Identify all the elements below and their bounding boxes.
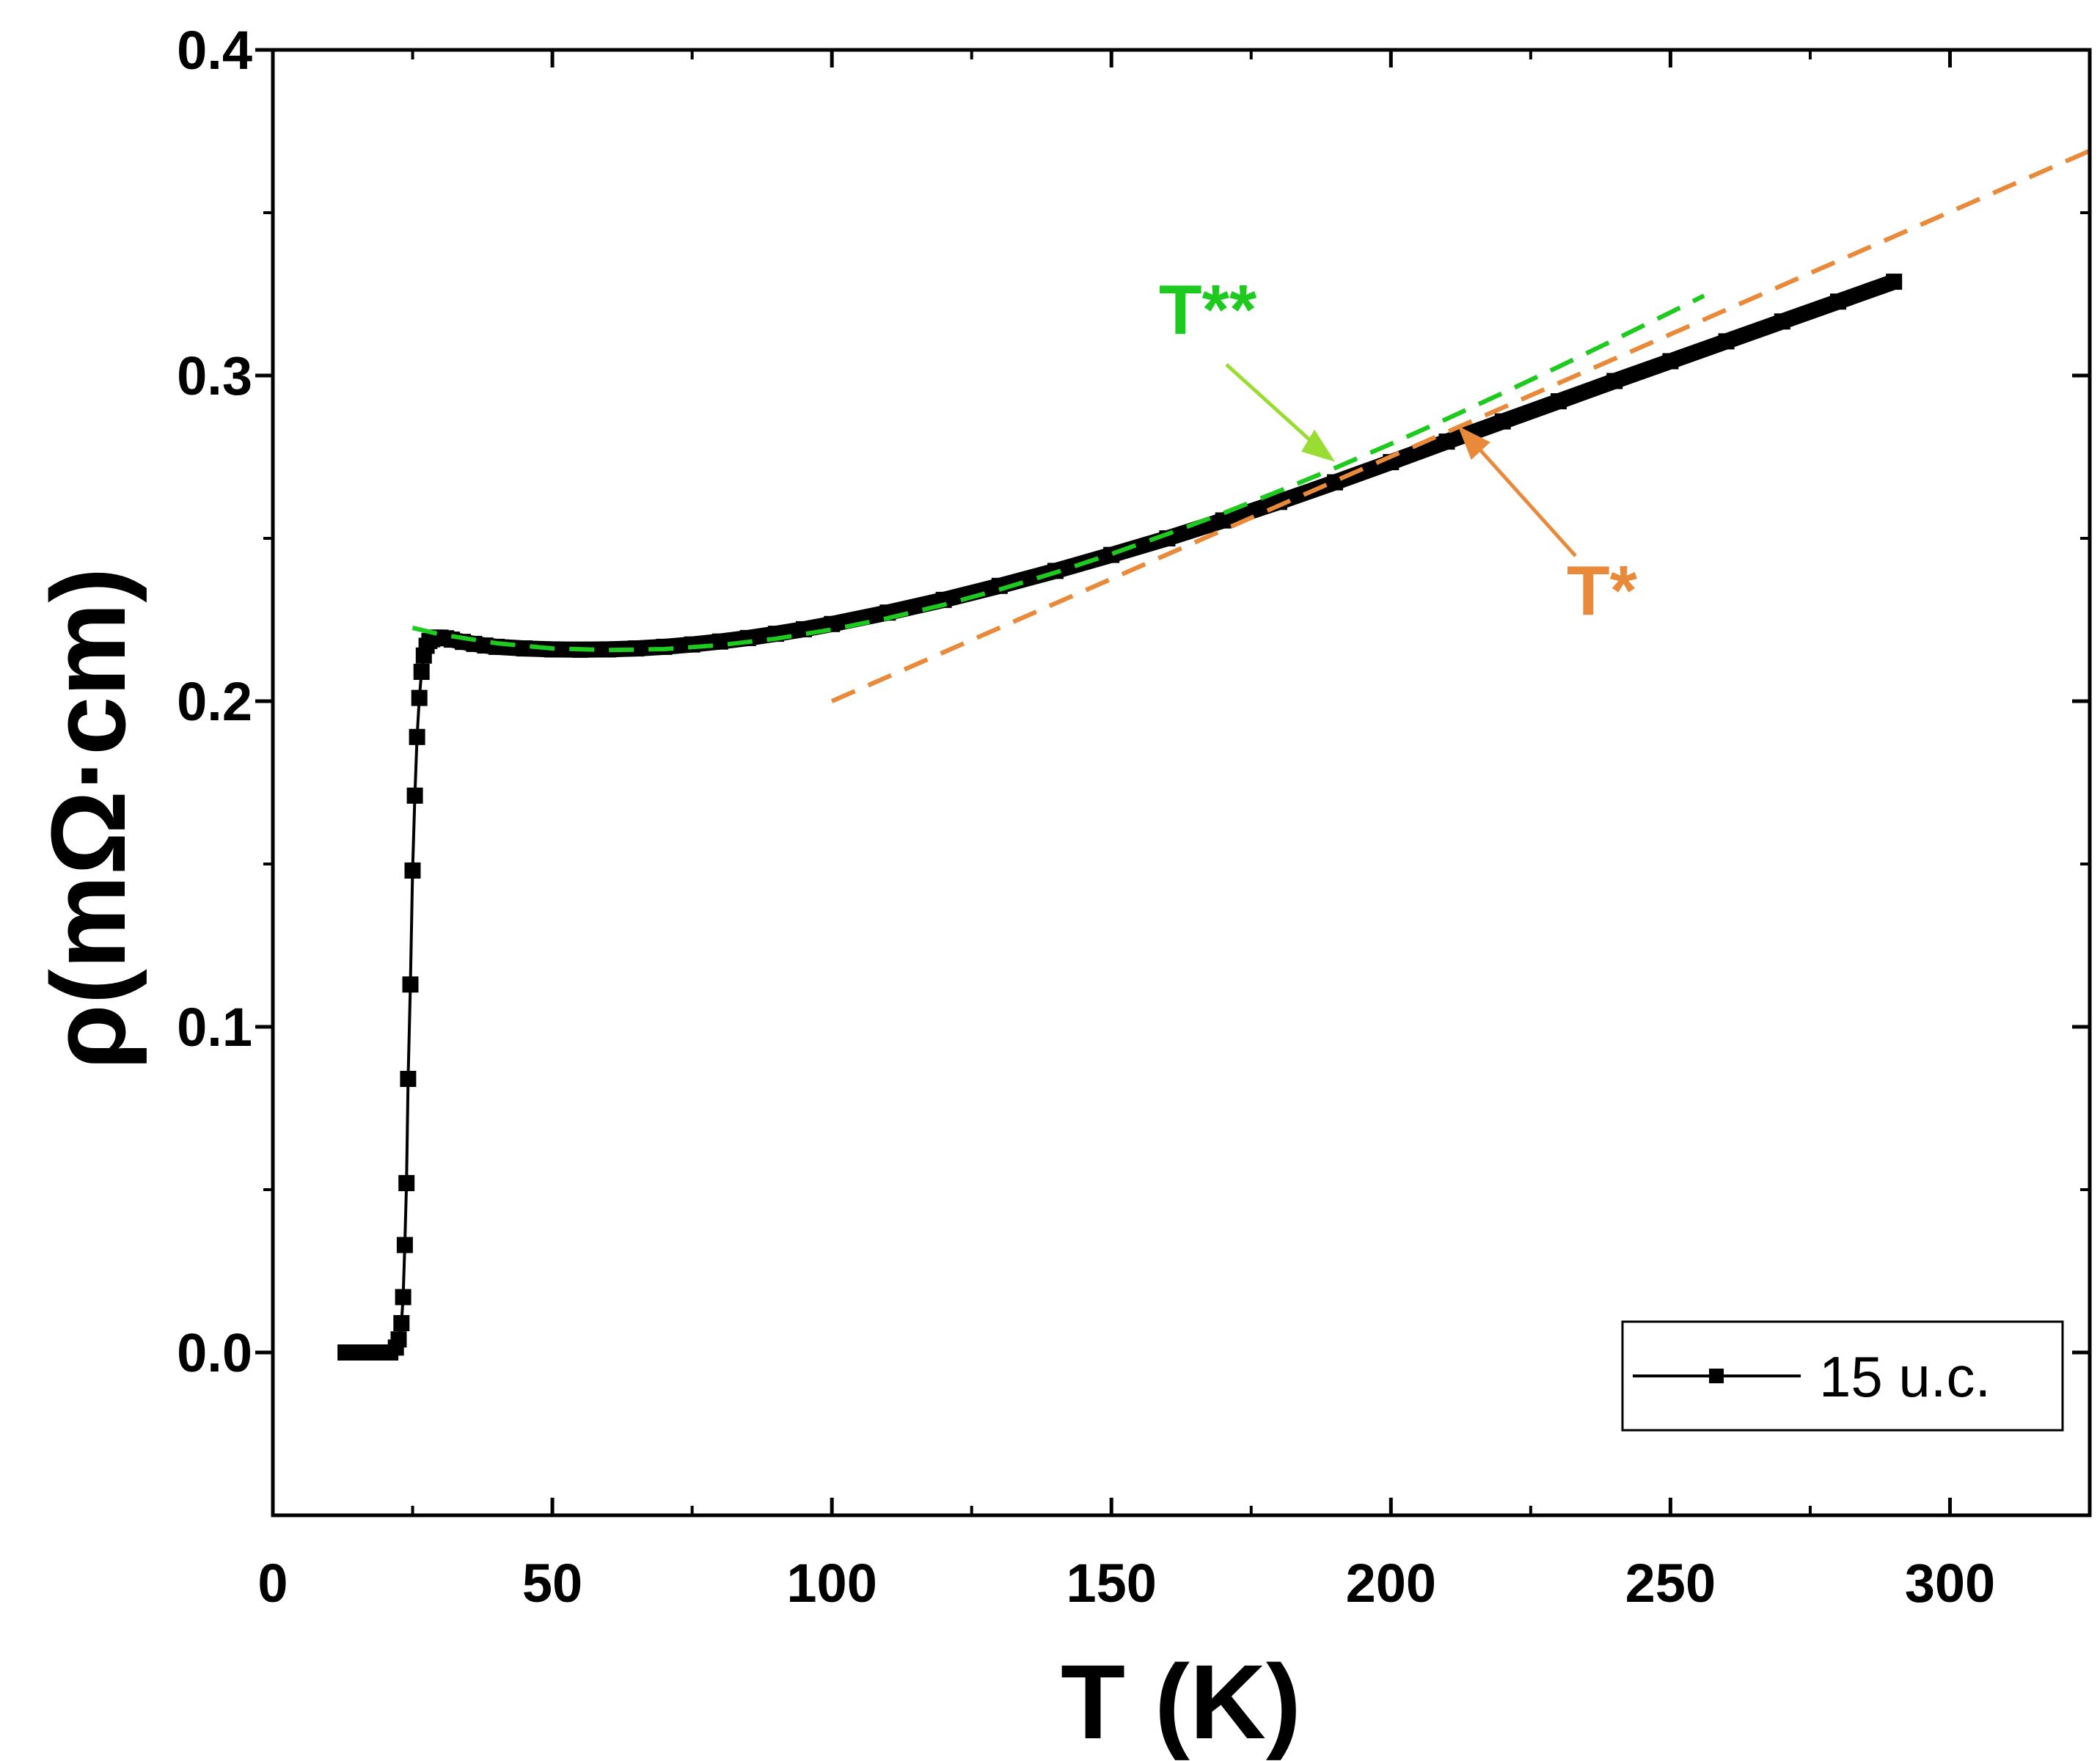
data-point (1494, 413, 1511, 430)
x-tick-label: 200 (1346, 1553, 1436, 1614)
data-point (1830, 293, 1846, 310)
x-tick-label: 250 (1625, 1553, 1716, 1614)
y-axis-title: ρ(mΩ·cm) (29, 568, 147, 1070)
x-tick-label: 0 (257, 1553, 288, 1614)
fit-line-t-star-overlay (830, 148, 2090, 703)
data-point (1215, 512, 1232, 529)
data-point (684, 636, 700, 653)
data-point (1774, 313, 1790, 330)
data-point (516, 640, 533, 657)
annotation-t-star-label: T* (1567, 552, 1638, 630)
data-point (395, 1289, 411, 1306)
data-point (1662, 353, 1679, 370)
y-tick-label: 0.2 (177, 671, 252, 732)
plot-frame (271, 48, 2092, 1517)
legend: 15 u.c. (1621, 1320, 2064, 1432)
data-point (406, 787, 423, 804)
y-tick-label: 0.4 (177, 20, 252, 81)
legend-marker-sample (1709, 1369, 1724, 1383)
x-tick-label: 300 (1905, 1553, 1995, 1614)
data-point (1551, 393, 1567, 410)
data-point (1718, 333, 1735, 350)
data-point (409, 728, 425, 745)
data-point (1886, 274, 1903, 290)
y-tick-label: 0.0 (177, 1322, 252, 1383)
axis-ticks: 0 50 100 150 200 250 300 0.0 0.1 0.2 0.3 0.4 (177, 20, 2090, 1614)
annotation-t-double-star-label: T** (1159, 271, 1257, 349)
data-point (393, 1315, 410, 1331)
data-point (400, 1071, 417, 1087)
data-point (1438, 433, 1455, 450)
series-line (345, 280, 1895, 1354)
data-point (1103, 546, 1120, 563)
fit-line-t-double-star (411, 293, 1705, 653)
plot-area (337, 148, 2090, 1361)
x-axis-title: T (K) (1061, 1643, 1301, 1761)
data-point (1606, 373, 1623, 389)
data-point (628, 640, 645, 657)
x-tick-label: 150 (1066, 1553, 1156, 1614)
data-point (404, 862, 421, 879)
annotations: T** T* (1159, 271, 1638, 630)
data-point (711, 633, 728, 650)
annotation-t-double-star-arrowhead (1301, 429, 1336, 462)
data-point (600, 641, 617, 658)
data-point (411, 689, 428, 706)
data-point (396, 1237, 413, 1253)
y-tick-label: 0.3 (177, 345, 252, 406)
data-point (413, 664, 430, 680)
fit-line-t-double-star-overlay (411, 293, 1705, 653)
data-point (390, 1331, 407, 1348)
annotation-t-star-arrowhead (1457, 425, 1490, 460)
y-tick-label: 0.1 (177, 997, 252, 1058)
data-point (398, 1175, 415, 1192)
annotation-t-star-arrow (1462, 431, 1577, 557)
x-tick-label: 50 (522, 1553, 582, 1614)
data-point (1327, 474, 1344, 491)
x-tick-label: 100 (786, 1553, 877, 1614)
plot-layer (337, 148, 2090, 1361)
data-point (402, 976, 419, 993)
legend-label: 15 u.c. (1819, 1344, 1991, 1409)
